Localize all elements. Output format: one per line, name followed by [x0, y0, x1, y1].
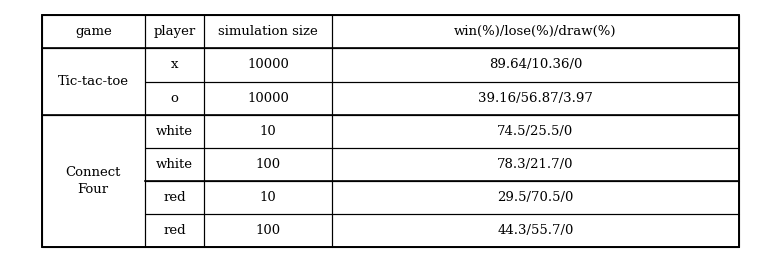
Text: simulation size: simulation size [218, 25, 318, 39]
Bar [204, 115, 332, 148]
Text: 44.3/55.7/0: 44.3/55.7/0 [497, 224, 574, 237]
Bar [145, 181, 204, 214]
Bar [145, 49, 204, 81]
Text: white: white [156, 158, 193, 171]
Text: 10000: 10000 [247, 59, 289, 71]
Text: Connect
Four: Connect Four [66, 166, 121, 196]
Bar [332, 181, 739, 214]
Bar [204, 81, 332, 115]
Bar [145, 214, 204, 247]
Bar [204, 181, 332, 214]
Bar [42, 115, 145, 247]
Bar [332, 214, 739, 247]
Text: o: o [171, 91, 178, 105]
Text: 39.16/56.87/3.97: 39.16/56.87/3.97 [478, 91, 593, 105]
Text: player: player [153, 25, 196, 39]
Bar [204, 214, 332, 247]
Text: Tic-tac-toe: Tic-tac-toe [58, 75, 129, 88]
Text: white: white [156, 125, 193, 137]
Bar [42, 49, 145, 115]
Text: 89.64/10.36/0: 89.64/10.36/0 [489, 59, 582, 71]
Bar [204, 49, 332, 81]
Text: 74.5/25.5/0: 74.5/25.5/0 [497, 125, 574, 137]
Text: x: x [171, 59, 178, 71]
Text: 10000: 10000 [247, 91, 289, 105]
Bar [332, 148, 739, 181]
Bar [332, 115, 739, 148]
Text: 29.5/70.5/0: 29.5/70.5/0 [497, 191, 574, 204]
Bar [42, 15, 739, 247]
Bar [332, 49, 739, 81]
Bar [145, 115, 204, 148]
Bar [42, 15, 739, 247]
Text: 10: 10 [259, 191, 277, 204]
Text: red: red [163, 191, 186, 204]
Text: win(%)/lose(%)/draw(%): win(%)/lose(%)/draw(%) [454, 25, 617, 39]
Bar [204, 148, 332, 181]
Bar [145, 15, 204, 49]
Bar [332, 15, 739, 49]
Bar [42, 15, 145, 49]
Text: 10: 10 [259, 125, 277, 137]
Bar [145, 148, 204, 181]
Text: 78.3/21.7/0: 78.3/21.7/0 [497, 158, 574, 171]
Text: 100: 100 [255, 158, 280, 171]
Bar [204, 15, 332, 49]
Text: 100: 100 [255, 224, 280, 237]
Text: red: red [163, 224, 186, 237]
Bar [145, 81, 204, 115]
Bar [332, 81, 739, 115]
Text: game: game [75, 25, 111, 39]
